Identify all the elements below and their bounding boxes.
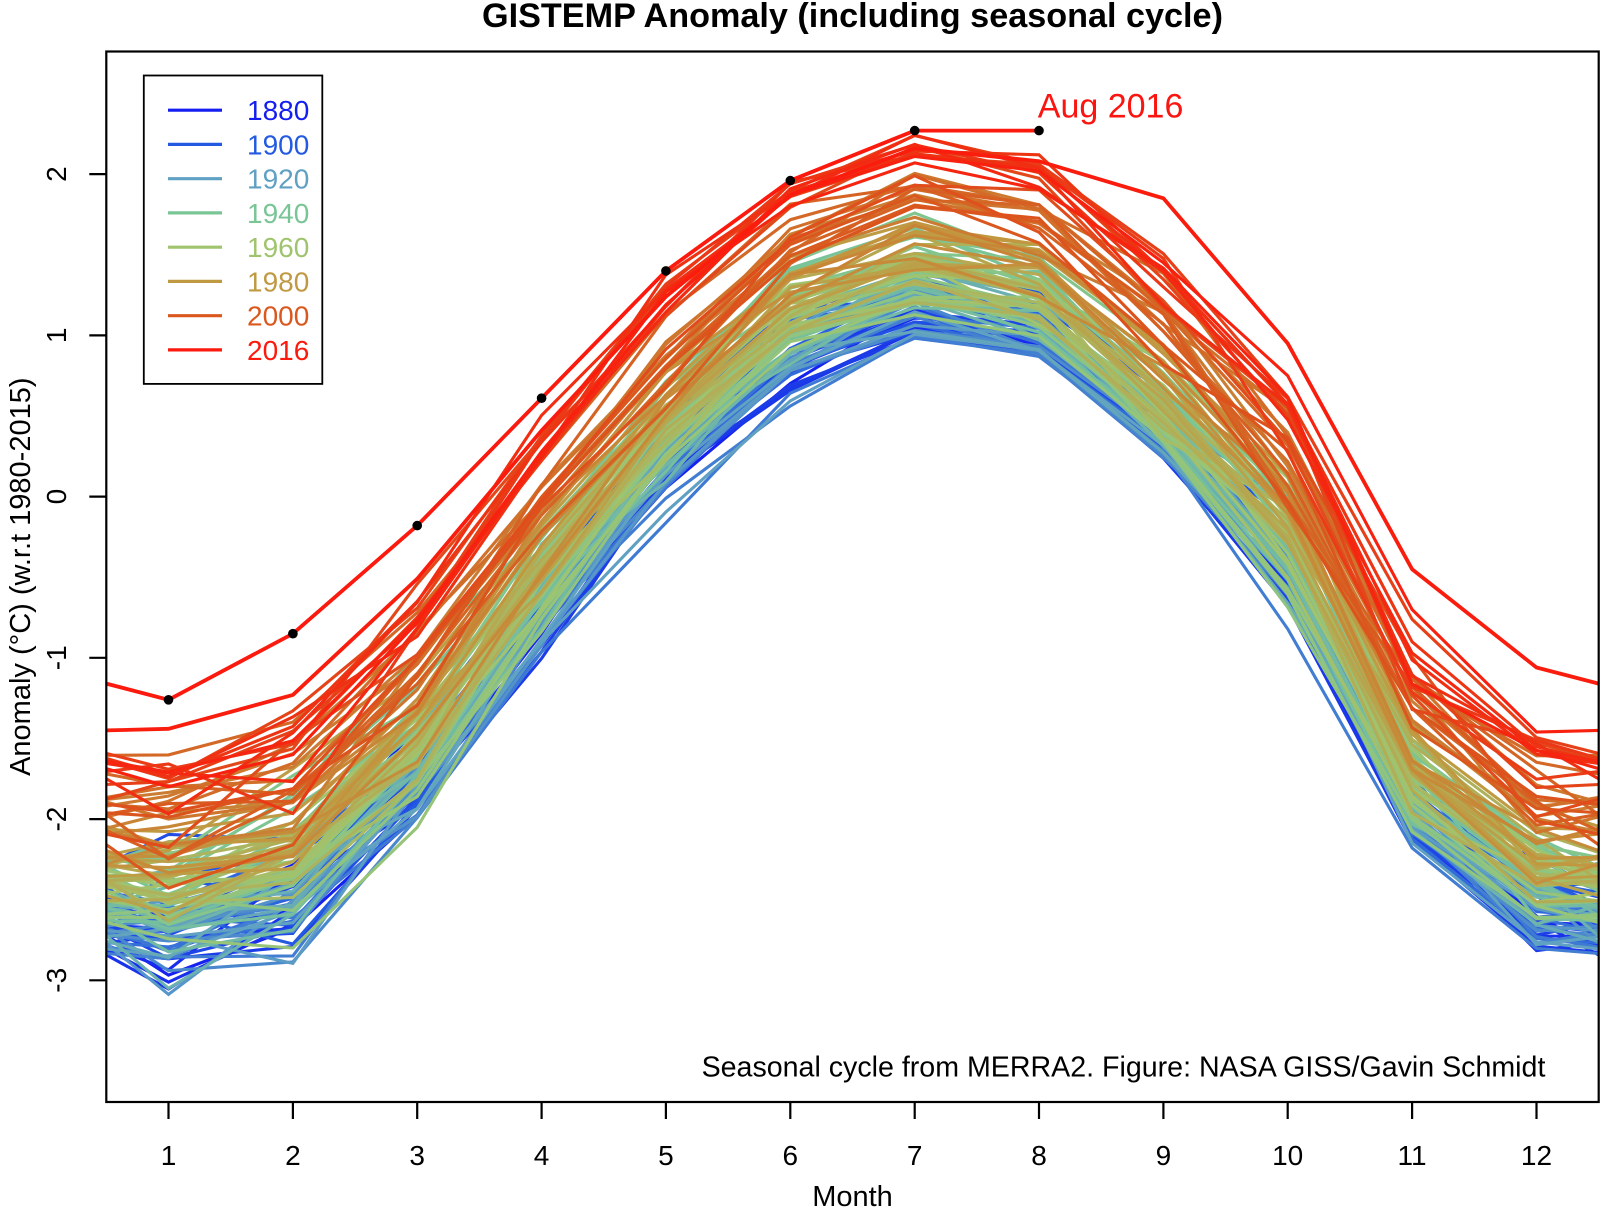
svg-text:1940: 1940 (247, 198, 309, 229)
svg-text:6: 6 (783, 1140, 799, 1171)
svg-text:1980: 1980 (247, 266, 309, 297)
svg-text:9: 9 (1156, 1140, 1172, 1171)
svg-text:7: 7 (907, 1140, 923, 1171)
svg-text:0: 0 (41, 489, 72, 505)
svg-text:Anomaly (°C) (w.r.t 1980-2015): Anomaly (°C) (w.r.t 1980-2015) (5, 377, 37, 775)
svg-text:1: 1 (161, 1140, 177, 1171)
svg-text:1880: 1880 (247, 95, 309, 126)
svg-text:1920: 1920 (247, 164, 309, 195)
svg-text:GISTEMP Anomaly (including sea: GISTEMP Anomaly (including seasonal cycl… (482, 0, 1223, 35)
svg-text:2: 2 (285, 1140, 301, 1171)
svg-text:11: 11 (1398, 1140, 1427, 1171)
svg-text:12: 12 (1521, 1140, 1552, 1171)
svg-text:-2: -2 (41, 807, 72, 832)
svg-text:5: 5 (658, 1140, 674, 1171)
svg-text:Month: Month (812, 1181, 893, 1212)
svg-text:10: 10 (1272, 1140, 1303, 1171)
svg-text:1960: 1960 (247, 232, 309, 263)
svg-text:2: 2 (41, 166, 72, 182)
svg-text:-3: -3 (41, 968, 72, 993)
svg-text:-1: -1 (41, 645, 72, 670)
svg-text:1900: 1900 (247, 129, 309, 160)
svg-text:1: 1 (41, 328, 72, 344)
svg-text:Seasonal cycle from MERRA2. Fi: Seasonal cycle from MERRA2. Figure: NASA… (702, 1051, 1546, 1083)
svg-text:4: 4 (534, 1140, 550, 1171)
svg-text:8: 8 (1031, 1140, 1047, 1171)
svg-text:2016: 2016 (247, 335, 309, 366)
svg-text:3: 3 (409, 1140, 425, 1171)
svg-text:Aug 2016: Aug 2016 (1038, 88, 1184, 126)
svg-text:2000: 2000 (247, 301, 309, 332)
